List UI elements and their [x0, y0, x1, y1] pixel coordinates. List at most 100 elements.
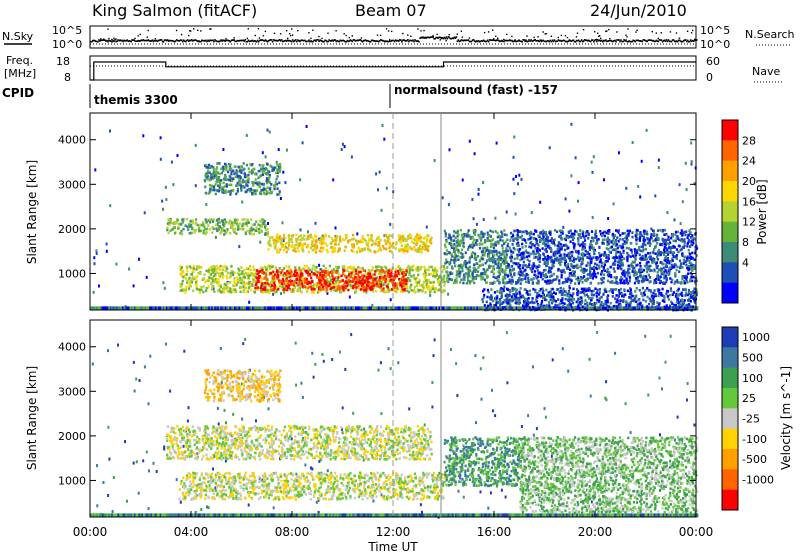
echo-cell [215, 170, 218, 174]
echo-cell [219, 268, 222, 272]
echo-cell [414, 249, 417, 252]
ground-cell [249, 306, 252, 311]
ground-cell [362, 306, 366, 311]
ground-cell [427, 306, 431, 311]
nsky-point [626, 36, 628, 38]
echo-cell [316, 282, 319, 285]
nsky-point [179, 39, 182, 41]
echo-cell [242, 180, 245, 183]
nsky-point [662, 40, 665, 42]
echo-cell [198, 291, 201, 294]
echo-cell [432, 287, 435, 291]
echo-cell [256, 272, 259, 276]
echo-cell [237, 182, 241, 186]
nsky-point [514, 39, 516, 42]
nsky-point [681, 40, 684, 43]
nsky-point [391, 30, 393, 33]
echo-cell [210, 165, 213, 168]
nsky-point [475, 40, 478, 42]
echo-cell [433, 266, 436, 270]
echo-cell [186, 269, 189, 273]
echo-cell [603, 234, 606, 238]
echo-cell [621, 232, 624, 235]
ground-cell [243, 306, 246, 311]
scatter-cell [326, 291, 329, 295]
ground-cell [496, 306, 499, 311]
echo-cell [403, 279, 406, 282]
nsky-point [261, 39, 264, 41]
ground-cell [115, 306, 119, 311]
echo-cell [353, 270, 356, 273]
nsky-point [612, 40, 614, 43]
nsky-point [453, 36, 456, 39]
echo-cell [543, 242, 546, 245]
scatter-cell [170, 160, 173, 164]
echo-cell [460, 248, 464, 252]
echo-cell [443, 267, 446, 271]
nsky-point [115, 38, 117, 40]
echo-cell [207, 279, 210, 282]
echo-cell [364, 276, 367, 280]
echo-cell [422, 283, 425, 287]
echo-cell [279, 248, 282, 251]
echo-cell [379, 238, 382, 242]
nsky-point [635, 31, 637, 33]
echo-cell [385, 285, 388, 288]
echo-cell [205, 289, 208, 293]
echo-cell [222, 274, 225, 278]
echo-cell [505, 247, 508, 250]
echo-cell [230, 288, 233, 292]
echo-cell [683, 260, 686, 264]
echo-cell [243, 180, 246, 183]
echo-cell [223, 229, 226, 233]
nsky-point [655, 32, 657, 34]
echo-cell [247, 173, 250, 177]
echo-cell [366, 242, 369, 245]
nsky-point [407, 39, 409, 41]
echo-cell [230, 269, 233, 273]
ground-cell [138, 306, 141, 311]
ground-cell [162, 306, 166, 311]
nsky-point [277, 39, 280, 42]
echo-cell [347, 288, 350, 292]
echo-cell [409, 236, 412, 240]
scatter-cell [383, 137, 386, 141]
echo-cell [372, 290, 375, 293]
echo-cell [313, 285, 316, 289]
echo-cell [462, 281, 465, 285]
ground-cell [226, 306, 229, 311]
echo-cell [295, 240, 298, 244]
scatter-cell [568, 285, 571, 288]
nsky-point [197, 40, 199, 43]
nsky-point [338, 40, 341, 43]
echo-cell [501, 268, 504, 271]
nsky-point [638, 40, 640, 42]
echo-cell [302, 268, 306, 271]
echo-cell [242, 185, 245, 188]
nsky-point [660, 39, 663, 41]
echo-cell [215, 189, 219, 192]
ground-cell [293, 306, 296, 311]
echo-cell [267, 171, 270, 174]
ground-cell [467, 306, 470, 311]
echo-cell [389, 250, 392, 253]
nsky-point [626, 40, 628, 43]
echo-cell [222, 227, 225, 230]
echo-cell [180, 269, 183, 272]
echo-cell [248, 286, 251, 289]
echo-cell [295, 271, 299, 275]
scatter-cell [447, 203, 450, 207]
nsky-point [194, 39, 196, 41]
echo-cell [633, 281, 636, 285]
nsky-point [656, 40, 659, 42]
echo-cell [486, 246, 489, 249]
echo-cell [246, 273, 249, 276]
echo-cell [230, 274, 233, 277]
nsky-point [249, 40, 252, 42]
echo-cell [243, 276, 246, 279]
echo-cell [380, 248, 383, 252]
nsky-point [278, 39, 281, 41]
echo-cell [270, 265, 274, 269]
nsky-point [385, 40, 388, 43]
ground-cell [396, 306, 399, 311]
